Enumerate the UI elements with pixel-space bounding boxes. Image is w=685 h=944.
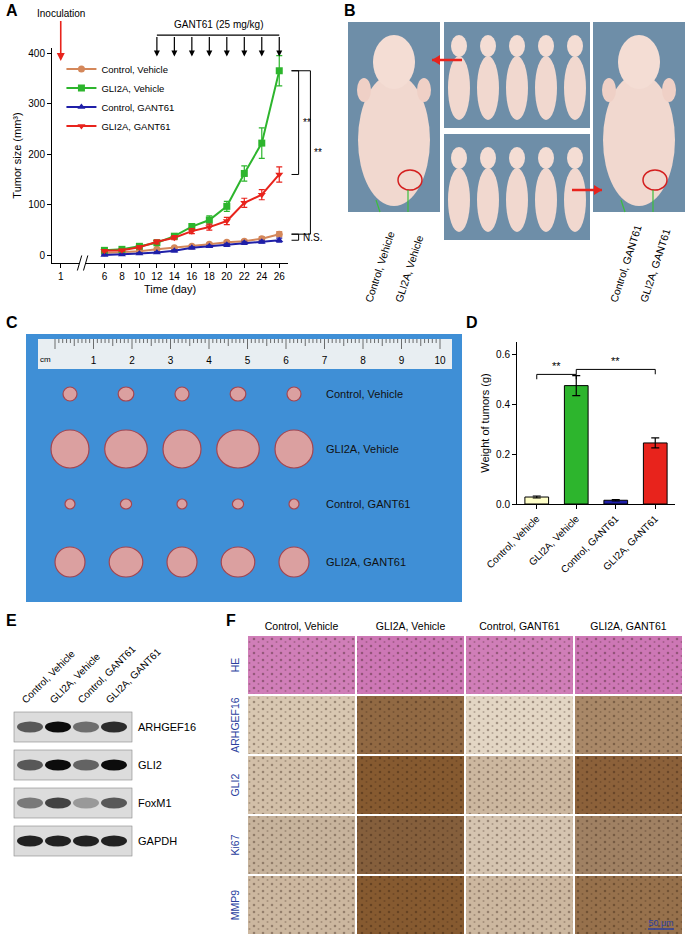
svg-text:cm: cm [40, 355, 51, 364]
svg-text:6: 6 [283, 355, 289, 366]
svg-text:0.6: 0.6 [496, 349, 510, 360]
svg-text:Control, GANT61: Control, GANT61 [101, 102, 174, 113]
svg-text:GLI2A, GANT61: GLI2A, GANT61 [637, 227, 672, 304]
svg-text:**: ** [314, 147, 322, 158]
svg-text:12: 12 [151, 271, 163, 282]
svg-text:GLI2A, Vehicle: GLI2A, Vehicle [392, 234, 425, 304]
svg-text:N.S.: N.S. [303, 232, 322, 243]
svg-text:Control, Vehicle: Control, Vehicle [19, 648, 77, 706]
svg-text:GLI2A, GANT61: GLI2A, GANT61 [101, 121, 170, 132]
svg-text:ARHGEF16: ARHGEF16 [138, 721, 196, 733]
svg-text:GLI2: GLI2 [229, 773, 241, 796]
svg-text:0.2: 0.2 [496, 449, 510, 460]
svg-text:Weight of tumors (g): Weight of tumors (g) [479, 373, 491, 472]
svg-text:Control, GANT61: Control, GANT61 [607, 223, 643, 303]
svg-text:16: 16 [186, 271, 198, 282]
svg-text:**: ** [611, 355, 620, 367]
svg-text:GLI2A, GANT61: GLI2A, GANT61 [104, 646, 164, 706]
svg-text:Control, GANT61: Control, GANT61 [326, 498, 410, 510]
svg-text:24: 24 [256, 271, 268, 282]
svg-text:0.0: 0.0 [496, 499, 510, 510]
svg-text:1: 1 [58, 271, 64, 282]
svg-text:20: 20 [221, 271, 233, 282]
svg-text:Control, GANT61: Control, GANT61 [75, 643, 138, 706]
svg-text:2: 2 [129, 355, 135, 366]
svg-text:400: 400 [28, 48, 45, 59]
svg-text:200: 200 [28, 149, 45, 160]
svg-text:1: 1 [91, 355, 97, 366]
svg-text:0.4: 0.4 [496, 399, 510, 410]
svg-text:3: 3 [168, 355, 174, 366]
svg-text:Ki67: Ki67 [229, 834, 241, 855]
svg-text:Control, Vehicle: Control, Vehicle [484, 513, 542, 571]
svg-text:Control, GANT61: Control, GANT61 [559, 513, 621, 575]
svg-text:GLI2A, Vehicle: GLI2A, Vehicle [326, 443, 399, 455]
svg-text:GAPDH: GAPDH [138, 835, 177, 847]
svg-text:Control, Vehicle: Control, Vehicle [362, 230, 396, 304]
svg-text:GLI2A, GANT61: GLI2A, GANT61 [601, 513, 661, 573]
svg-text:GLI2: GLI2 [138, 759, 162, 771]
svg-text:FoxM1: FoxM1 [138, 797, 172, 809]
svg-text:GLI2A, Vehicle: GLI2A, Vehicle [376, 620, 446, 632]
svg-text:MMP9: MMP9 [229, 890, 241, 920]
svg-text:22: 22 [239, 271, 251, 282]
svg-text:GLI2A, GANT61: GLI2A, GANT61 [590, 620, 667, 632]
svg-text:5: 5 [245, 355, 251, 366]
svg-text:300: 300 [28, 98, 45, 109]
svg-text:10: 10 [434, 355, 446, 366]
svg-text:14: 14 [169, 271, 181, 282]
svg-text:8: 8 [119, 271, 125, 282]
svg-text:F: F [226, 612, 236, 629]
svg-text:50 μm: 50 μm [648, 918, 673, 928]
svg-text:Control, Vehicle: Control, Vehicle [265, 620, 339, 632]
svg-text:GANT61 (25 mg/kg): GANT61 (25 mg/kg) [174, 19, 263, 30]
svg-text:ARHGEF16: ARHGEF16 [229, 697, 241, 753]
svg-text:**: ** [303, 117, 311, 128]
svg-text:HE: HE [229, 658, 241, 673]
svg-text:D: D [466, 314, 478, 331]
svg-text:Inoculation: Inoculation [37, 8, 85, 19]
svg-text:B: B [344, 2, 356, 19]
svg-text:Control, Vehicle: Control, Vehicle [101, 64, 168, 75]
svg-text:C: C [6, 314, 18, 331]
svg-text:**: ** [552, 360, 561, 372]
svg-text:7: 7 [322, 355, 328, 366]
svg-text:Tumor size (mm³): Tumor size (mm³) [11, 112, 23, 198]
svg-text:GLI2A, Vehicle: GLI2A, Vehicle [101, 83, 164, 94]
svg-text:9: 9 [399, 355, 405, 366]
svg-text:0: 0 [39, 250, 45, 261]
svg-text:26: 26 [274, 271, 286, 282]
svg-text:Control, GANT61: Control, GANT61 [479, 620, 560, 632]
svg-text:8: 8 [360, 355, 366, 366]
svg-text:10: 10 [134, 271, 146, 282]
svg-text:4: 4 [206, 355, 212, 366]
svg-text:GLI2A, Vehicle: GLI2A, Vehicle [527, 513, 582, 568]
svg-text:GLI2A, GANT61: GLI2A, GANT61 [326, 556, 406, 568]
svg-text:6: 6 [102, 271, 108, 282]
svg-text:E: E [6, 612, 17, 629]
svg-text:A: A [6, 2, 18, 19]
svg-text:Time (day): Time (day) [144, 283, 196, 295]
svg-text:100: 100 [28, 199, 45, 210]
svg-text:18: 18 [204, 271, 216, 282]
svg-text:Control, Vehicle: Control, Vehicle [326, 388, 403, 400]
svg-text:GLI2A, Vehicle: GLI2A, Vehicle [47, 650, 103, 706]
